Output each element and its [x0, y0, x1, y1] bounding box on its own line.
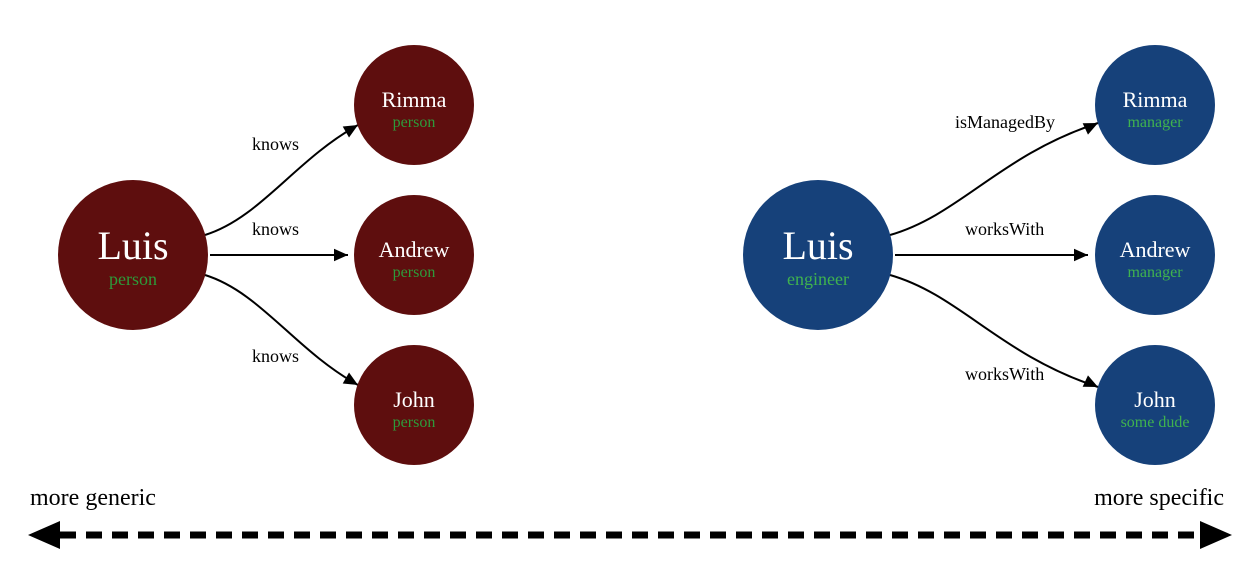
- node-name: John: [1134, 387, 1176, 412]
- edge-label: worksWith: [965, 364, 1044, 384]
- right_graph-target-node: Andrew manager: [1095, 195, 1215, 315]
- node-type: some dude: [1121, 414, 1190, 431]
- left_graph-edge: knows: [205, 275, 358, 385]
- right_graph-edge: worksWith: [895, 219, 1088, 261]
- right_graph-edge: worksWith: [890, 275, 1098, 387]
- node-name: Luis: [97, 223, 168, 268]
- edge-label: knows: [252, 219, 299, 239]
- arrowhead-icon: [343, 373, 358, 385]
- edge-curve: [205, 275, 358, 385]
- axis-arrow-right-icon: [1200, 521, 1232, 549]
- arrowhead-icon: [1083, 375, 1098, 387]
- edge-label: worksWith: [965, 219, 1044, 239]
- right_graph-target-node: Rimma manager: [1095, 45, 1215, 165]
- right_graph-edge: isManagedBy: [890, 112, 1098, 235]
- right_graph-hub-node: Luisengineer: [743, 180, 893, 330]
- edge-label: knows: [252, 346, 299, 366]
- node-name: John: [393, 387, 435, 412]
- right_graph-target-node: John some dude: [1095, 345, 1215, 465]
- left_graph-target-node: John person: [354, 345, 474, 465]
- arrowhead-icon: [1074, 249, 1088, 262]
- left_graph-target-node: Andrew person: [354, 195, 474, 315]
- left_graph-graph: knowsknowsknowsLuispersonRimmapersonAndr…: [58, 45, 474, 465]
- arrowhead-icon: [1083, 123, 1098, 135]
- node-name: Andrew: [379, 237, 450, 262]
- left_graph-target-node: Rimma person: [354, 45, 474, 165]
- right_graph-graph: isManagedBy worksWith worksWith Luisenginee…: [743, 45, 1215, 465]
- node-type: person: [393, 414, 436, 431]
- node-type: manager: [1127, 264, 1183, 281]
- node-name: Andrew: [1120, 237, 1191, 262]
- left_graph-hub-node: Luisperson: [58, 180, 208, 330]
- node-type: engineer: [787, 269, 849, 289]
- node-type: person: [109, 269, 157, 289]
- axis-arrow-left-icon: [28, 521, 60, 549]
- left_graph-edge: knows: [210, 219, 348, 261]
- node-name: Rimma: [1123, 87, 1188, 112]
- node-type: manager: [1127, 114, 1183, 131]
- edge-label: isManagedBy: [955, 112, 1055, 132]
- axis-right-label: more specific: [1094, 485, 1224, 511]
- node-type: person: [393, 114, 436, 131]
- edge-label: knows: [252, 134, 299, 154]
- arrowhead-icon: [334, 249, 348, 262]
- node-name: Luis: [782, 223, 853, 268]
- node-type: person: [393, 264, 436, 281]
- arrowhead-icon: [343, 125, 358, 137]
- node-name: Rimma: [382, 87, 447, 112]
- spectrum-axis: more generic more specific: [28, 485, 1232, 549]
- axis-left-label: more generic: [30, 485, 156, 511]
